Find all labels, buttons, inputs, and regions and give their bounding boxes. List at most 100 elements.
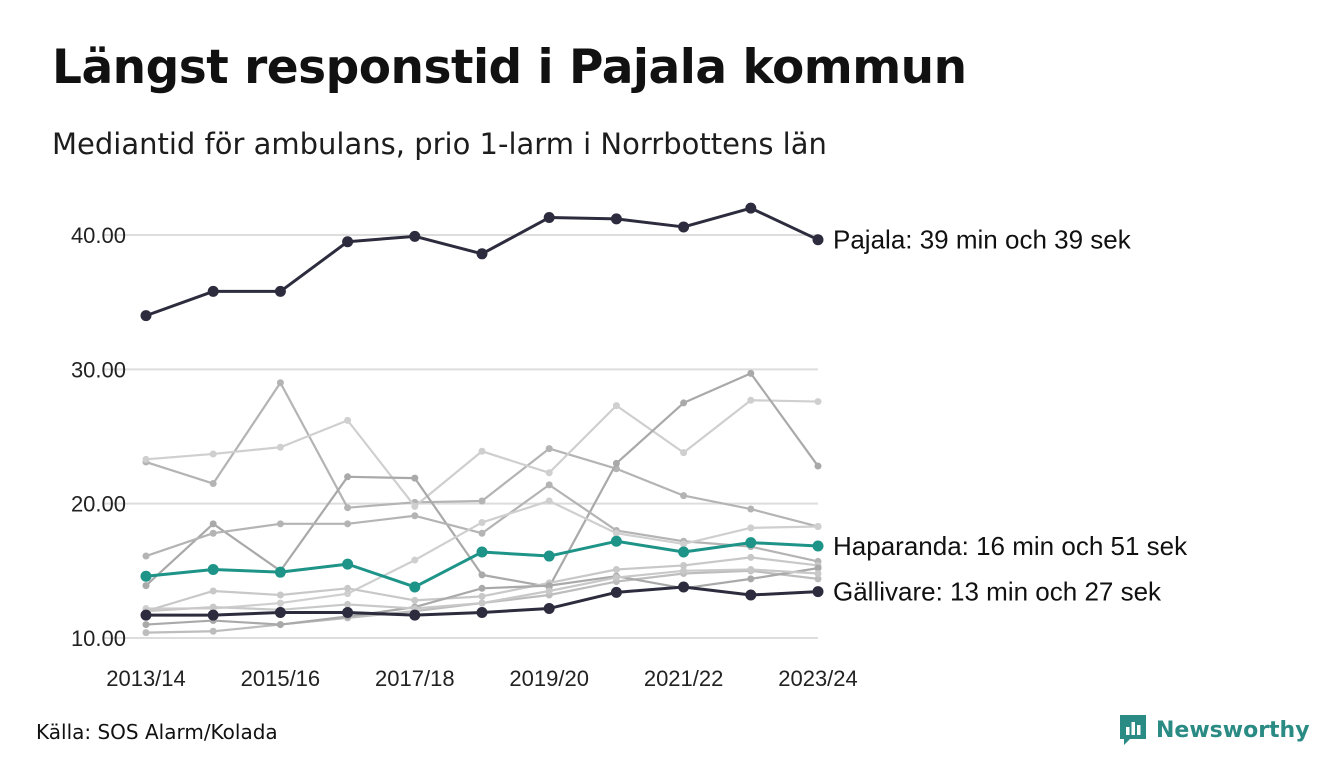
data-point-background <box>680 449 688 457</box>
data-point-gällivare <box>678 581 690 593</box>
data-point-background <box>344 590 352 598</box>
data-point-background <box>680 540 688 548</box>
data-point-background <box>411 596 419 604</box>
data-point-background <box>276 591 284 599</box>
data-point-background <box>209 450 217 458</box>
series-label-gällivare: Gällivare: 13 min och 27 sek <box>833 577 1162 607</box>
data-point-gällivare <box>610 586 622 598</box>
data-point-pajala <box>476 248 488 260</box>
chart-subtitle: Mediantid för ambulans, prio 1-larm i No… <box>52 127 827 161</box>
data-point-gällivare <box>207 609 219 621</box>
x-tick-label: 2017/18 <box>375 666 455 691</box>
data-point-background <box>411 556 419 564</box>
series-label-haparanda: Haparanda: 16 min och 51 sek <box>833 531 1188 561</box>
data-point-background <box>209 480 217 488</box>
newsworthy-logo[interactable]: Newsworthy <box>1118 713 1310 747</box>
data-point-pajala <box>409 230 421 242</box>
data-point-background <box>478 518 486 526</box>
data-point-pajala <box>543 212 555 224</box>
data-point-gällivare <box>543 602 555 614</box>
data-point-background <box>344 600 352 608</box>
line-chart: 10.00 20.00 30.00 40.00 2013/14 2015/16 2017/1… <box>71 202 1188 691</box>
data-point-pajala <box>610 213 622 225</box>
data-point-background <box>478 497 486 505</box>
data-point-background <box>545 587 553 595</box>
data-point-pajala <box>678 221 690 233</box>
source-note: Källa: SOS Alarm/Kolada <box>36 720 278 744</box>
data-point-gällivare <box>274 606 286 618</box>
y-tick-label: 10.00 <box>71 626 126 651</box>
series-line-pajala <box>145 206 819 318</box>
data-point-background <box>209 627 217 635</box>
data-point-haparanda <box>812 540 824 552</box>
data-point-background <box>545 481 553 489</box>
data-point-background <box>478 529 486 537</box>
data-point-haparanda <box>342 558 354 570</box>
data-point-background <box>344 584 352 592</box>
data-point-background <box>545 469 553 477</box>
x-tick-label: 2015/16 <box>241 666 321 691</box>
data-point-background <box>814 575 822 583</box>
data-point-background <box>276 443 284 451</box>
data-point-haparanda <box>409 581 421 593</box>
data-point-background <box>545 582 553 590</box>
data-point-background <box>344 504 352 512</box>
data-point-background <box>747 369 755 377</box>
data-point-haparanda <box>140 570 152 582</box>
data-point-background <box>478 599 486 607</box>
data-point-background <box>545 445 553 453</box>
data-point-gällivare <box>140 609 152 621</box>
data-point-background <box>612 574 620 582</box>
x-tick-label: 2021/22 <box>644 666 724 691</box>
data-point-background <box>814 564 822 572</box>
data-point-haparanda <box>207 563 219 575</box>
data-point-background <box>411 474 419 482</box>
data-point-pajala <box>812 234 824 246</box>
data-point-background <box>142 621 150 629</box>
x-tick-label: 2013/14 <box>106 666 186 691</box>
chart-title: Längst responstid i Pajala kommun <box>52 40 967 95</box>
y-tick-label: 40.00 <box>71 223 126 248</box>
data-point-background <box>142 582 150 590</box>
data-point-background <box>612 459 620 467</box>
data-point-background <box>209 529 217 537</box>
data-point-background <box>814 398 822 406</box>
data-point-haparanda <box>610 535 622 547</box>
newsworthy-logo-icon <box>1120 715 1146 745</box>
data-point-haparanda <box>274 566 286 578</box>
data-point-background <box>411 502 419 510</box>
data-point-background <box>612 402 620 410</box>
data-point-background <box>276 379 284 387</box>
data-point-background <box>747 553 755 561</box>
x-tick-label: 2019/20 <box>509 666 589 691</box>
data-point-background <box>680 567 688 575</box>
data-point-background <box>747 575 755 583</box>
data-point-gällivare <box>745 589 757 601</box>
data-point-haparanda <box>678 546 690 558</box>
data-point-background <box>344 473 352 481</box>
data-point-background <box>344 416 352 424</box>
data-point-gällivare <box>409 609 421 621</box>
data-point-background <box>209 587 217 595</box>
data-point-background <box>747 565 755 573</box>
data-point-pajala <box>140 310 152 322</box>
data-point-background <box>747 524 755 532</box>
y-tick-label: 30.00 <box>71 357 126 382</box>
data-point-background <box>142 455 150 463</box>
data-point-background <box>276 621 284 629</box>
data-point-pajala <box>342 236 354 248</box>
data-point-background <box>478 592 486 600</box>
data-point-background <box>478 584 486 592</box>
data-point-background <box>680 399 688 407</box>
data-point-background <box>814 570 822 578</box>
data-point-pajala <box>745 202 757 214</box>
data-point-background <box>209 603 217 611</box>
data-point-background <box>814 462 822 470</box>
data-point-background <box>142 552 150 560</box>
data-point-gällivare <box>812 586 824 598</box>
data-point-background <box>612 529 620 537</box>
data-point-haparanda <box>476 546 488 558</box>
data-point-background <box>680 561 688 569</box>
data-point-background <box>545 497 553 505</box>
data-point-background <box>276 599 284 607</box>
